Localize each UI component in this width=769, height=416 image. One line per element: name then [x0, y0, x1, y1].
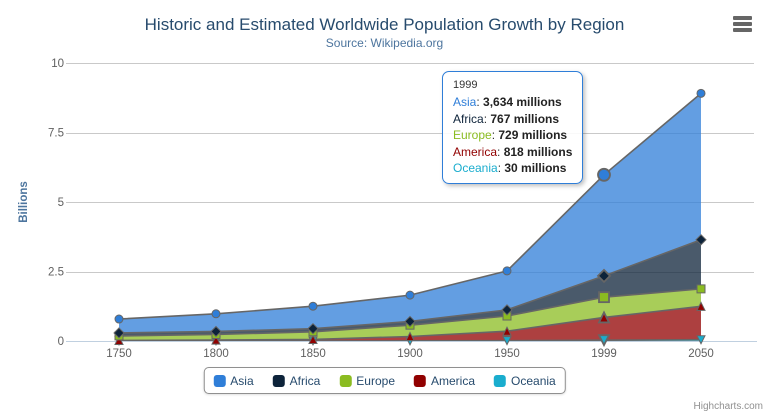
marker-asia-1900[interactable]: [405, 290, 415, 300]
marker-asia-1800[interactable]: [211, 309, 221, 319]
legend-item-label: America: [431, 373, 476, 388]
marker-america-1999[interactable]: [597, 310, 611, 324]
tooltip-series-value: 818 millions: [503, 144, 573, 159]
marker-europe-1999[interactable]: [598, 291, 610, 304]
tooltip-row: Africa767 millions: [453, 111, 572, 128]
marker-america-1800[interactable]: [211, 334, 221, 345]
y-axis-label: 5: [58, 197, 64, 209]
tooltip-row: Europe729 millions: [453, 127, 572, 144]
marker-asia-1999[interactable]: [597, 167, 611, 182]
x-axis-label: 1900: [397, 348, 423, 360]
legend-item-america[interactable]: America: [414, 374, 475, 388]
tooltip-series-name: Europe: [453, 128, 498, 142]
marker-africa-1800[interactable]: [210, 325, 222, 338]
legend-swatch: [213, 374, 226, 387]
burger-bar: [733, 28, 752, 32]
y-axis-label: 10: [51, 58, 64, 70]
marker-asia-1850[interactable]: [308, 301, 318, 311]
y-axis-label: 2.5: [48, 267, 64, 279]
chart-title: Historic and Estimated Worldwide Populat…: [144, 15, 625, 34]
tooltip-row: America818 millions: [453, 144, 572, 161]
marker-america-2050[interactable]: [696, 301, 706, 311]
credits-link[interactable]: Highcharts.com: [693, 401, 763, 412]
legend: Asia Africa Europe America Oceania: [203, 367, 566, 394]
legend-swatch: [272, 374, 285, 387]
marker-africa-1999[interactable]: [596, 268, 612, 284]
legend-swatch: [414, 374, 427, 387]
tooltip-row: Oceania30 millions: [453, 160, 572, 177]
legend-swatch: [494, 374, 507, 387]
x-axis-label: 1800: [203, 348, 229, 360]
x-axis-label: 1750: [106, 348, 132, 360]
legend-item-label: Africa: [289, 373, 321, 388]
legend-item-africa[interactable]: Africa: [272, 373, 321, 388]
legend-item-label: Asia: [230, 373, 254, 388]
y-axis-title: Billions: [18, 181, 30, 223]
x-axis-label: 2050: [688, 348, 714, 360]
marker-africa-2050[interactable]: [695, 234, 707, 246]
marker-america-1950[interactable]: [502, 326, 512, 336]
legend-item-label: Europe: [356, 373, 396, 388]
x-axis-label: 1999: [591, 348, 617, 360]
tooltip: 1999 Asia3,634 millions Africa767 millio…: [442, 71, 584, 184]
area-africa: [119, 239, 701, 336]
marker-africa-1850[interactable]: [307, 322, 319, 335]
marker-africa-1950[interactable]: [501, 304, 513, 316]
x-axis-label: 1850: [300, 348, 326, 360]
tooltip-series-name: America: [453, 145, 504, 159]
legend-item-label: Oceania: [511, 373, 556, 388]
tooltip-series-name: Asia: [453, 95, 483, 109]
legend-swatch: [339, 374, 352, 387]
marker-asia-1950[interactable]: [502, 266, 512, 276]
marker-america-1850[interactable]: [308, 334, 318, 344]
area-asia: [119, 93, 701, 333]
tooltip-series-name: Oceania: [453, 161, 504, 175]
marker-oceania-2050[interactable]: [696, 335, 706, 345]
export-menu-icon[interactable]: [733, 16, 752, 32]
marker-america-1750[interactable]: [114, 335, 124, 345]
marker-africa-1750[interactable]: [113, 327, 125, 339]
marker-oceania-1950[interactable]: [502, 336, 512, 346]
marker-africa-1900[interactable]: [404, 315, 416, 328]
tooltip-series-value: 767 millions: [490, 111, 560, 126]
area-america: [119, 306, 701, 341]
burger-bar: [733, 22, 752, 26]
marker-asia-1750[interactable]: [114, 314, 124, 324]
legend-item-europe[interactable]: Europe: [339, 374, 395, 388]
marker-oceania-1999[interactable]: [597, 334, 611, 348]
marker-asia-2050[interactable]: [696, 88, 706, 98]
tooltip-header: 1999: [453, 79, 478, 91]
tooltip-series-value: 30 millions: [504, 161, 567, 175]
y-axis-label: 0: [58, 336, 64, 348]
marker-america-1900[interactable]: [405, 331, 415, 341]
x-axis-label: 1950: [494, 348, 520, 360]
legend-item-asia[interactable]: Asia: [213, 373, 254, 388]
tooltip-series-name: Africa: [453, 112, 490, 126]
tooltip-series-value: 3,634 millions: [483, 95, 562, 109]
y-axis-label: 7.5: [48, 128, 64, 140]
marker-europe-2050[interactable]: [696, 284, 706, 294]
tooltip-row: Asia3,634 millions: [453, 94, 572, 111]
chart-subtitle: Source: Wikipedia.org: [325, 36, 444, 50]
burger-bar: [733, 16, 752, 20]
tooltip-series-value: 729 millions: [498, 128, 568, 142]
legend-item-oceania[interactable]: Oceania: [494, 374, 556, 388]
